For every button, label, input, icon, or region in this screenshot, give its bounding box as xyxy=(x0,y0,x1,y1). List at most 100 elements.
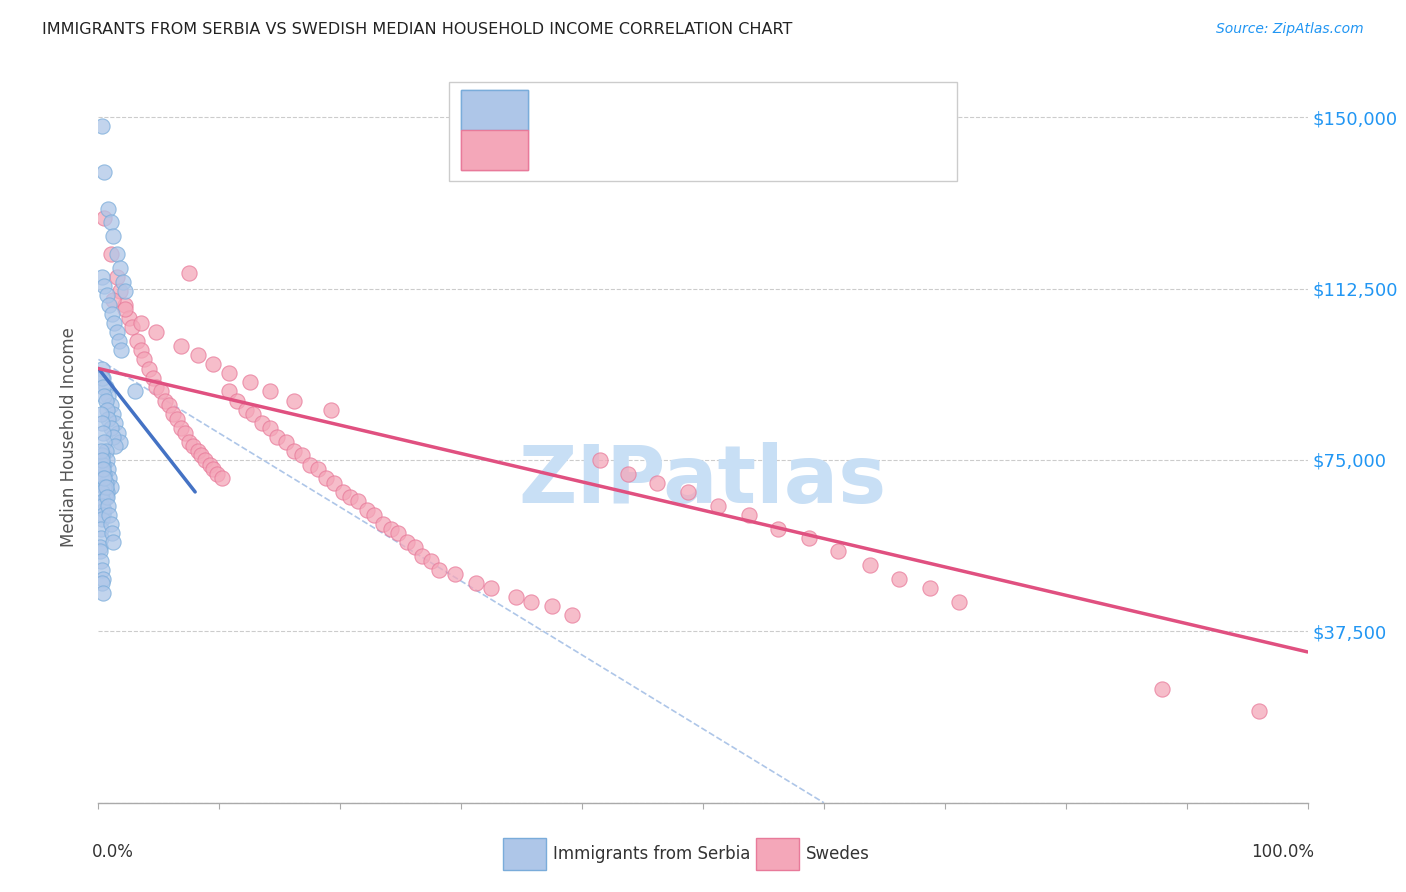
Text: N = 79: N = 79 xyxy=(685,101,748,119)
Point xyxy=(179,434,201,449)
Point xyxy=(114,284,136,298)
Point xyxy=(706,499,728,513)
Point xyxy=(96,490,118,504)
Point xyxy=(738,508,761,522)
Point xyxy=(299,458,322,472)
Point xyxy=(190,448,212,462)
Point xyxy=(174,425,197,440)
Text: Immigrants from Serbia: Immigrants from Serbia xyxy=(553,845,749,863)
Point xyxy=(101,293,124,307)
Point xyxy=(266,430,288,444)
Point xyxy=(91,508,114,522)
Text: 0.0%: 0.0% xyxy=(93,843,134,861)
Point xyxy=(91,512,114,526)
Text: N = 90: N = 90 xyxy=(685,141,748,159)
Point xyxy=(101,407,124,421)
Point xyxy=(100,516,122,531)
Point xyxy=(93,434,115,449)
Point xyxy=(194,453,217,467)
Point xyxy=(98,297,121,311)
Point xyxy=(108,284,131,298)
Point xyxy=(91,458,114,472)
Point xyxy=(97,499,120,513)
FancyBboxPatch shape xyxy=(461,130,527,170)
Point xyxy=(91,453,114,467)
Point xyxy=(91,471,114,485)
Point xyxy=(91,576,114,591)
Point xyxy=(111,275,134,289)
Point xyxy=(118,311,141,326)
Point xyxy=(202,357,225,371)
Point xyxy=(179,266,201,280)
Point xyxy=(520,594,543,608)
Point xyxy=(96,288,118,302)
Point xyxy=(91,572,114,586)
Point xyxy=(920,581,942,595)
Point xyxy=(91,380,114,394)
Point xyxy=(259,384,281,399)
Point xyxy=(129,316,152,330)
Point xyxy=(142,370,165,384)
Point xyxy=(100,247,122,261)
Point xyxy=(105,270,128,285)
Point xyxy=(91,499,114,513)
Point xyxy=(91,370,114,384)
Point xyxy=(411,549,433,563)
Point xyxy=(89,540,111,554)
Point xyxy=(93,165,115,179)
Point xyxy=(93,471,115,485)
Point xyxy=(91,484,114,499)
Point xyxy=(91,425,114,440)
Point xyxy=(93,480,115,494)
Point xyxy=(91,361,114,376)
Point xyxy=(127,334,149,348)
Point xyxy=(145,380,167,394)
Point xyxy=(561,608,583,623)
Text: 100.0%: 100.0% xyxy=(1250,843,1313,861)
Point xyxy=(98,508,121,522)
Point xyxy=(91,494,114,508)
Point xyxy=(91,370,114,384)
Point xyxy=(96,453,118,467)
Point xyxy=(948,594,970,608)
Text: Swedes: Swedes xyxy=(806,845,869,863)
Point xyxy=(181,439,204,453)
Point xyxy=(226,393,249,408)
Point xyxy=(387,526,409,541)
Point xyxy=(323,475,346,490)
Point xyxy=(91,119,114,133)
Point xyxy=(347,494,370,508)
Point xyxy=(96,484,118,499)
Point xyxy=(121,320,143,334)
Point xyxy=(169,421,191,435)
Point xyxy=(464,576,486,591)
Point xyxy=(94,443,117,458)
Point xyxy=(90,553,112,567)
Point xyxy=(104,417,127,431)
Point xyxy=(108,434,131,449)
Point xyxy=(766,521,789,535)
Point xyxy=(97,462,120,476)
Point xyxy=(371,516,394,531)
Text: IMMIGRANTS FROM SERBIA VS SWEDISH MEDIAN HOUSEHOLD INCOME CORRELATION CHART: IMMIGRANTS FROM SERBIA VS SWEDISH MEDIAN… xyxy=(42,22,793,37)
Point xyxy=(97,411,120,425)
Point xyxy=(100,526,122,541)
Point xyxy=(91,462,114,476)
Point xyxy=(103,316,125,330)
Point xyxy=(91,417,114,431)
Point xyxy=(395,535,418,549)
Point xyxy=(90,521,112,535)
Point xyxy=(107,425,129,440)
Point xyxy=(157,398,180,412)
Point xyxy=(363,508,385,522)
Point xyxy=(97,389,120,403)
Point xyxy=(202,462,225,476)
Point xyxy=(617,467,640,481)
FancyBboxPatch shape xyxy=(449,82,957,181)
FancyBboxPatch shape xyxy=(461,89,527,130)
Point xyxy=(101,228,124,243)
Point xyxy=(108,334,131,348)
Point xyxy=(799,531,821,545)
Point xyxy=(1249,705,1271,719)
Point xyxy=(429,563,451,577)
